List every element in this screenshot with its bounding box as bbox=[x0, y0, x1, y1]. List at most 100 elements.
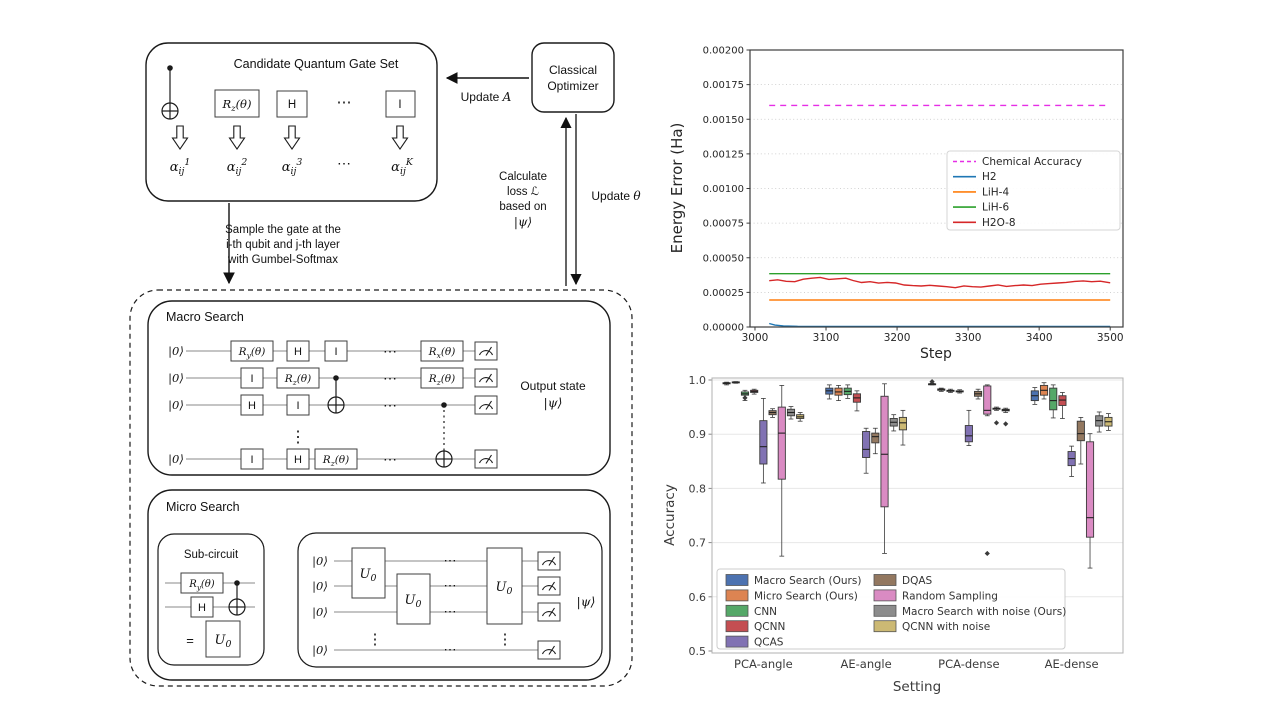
legend-label: Random Sampling bbox=[902, 590, 998, 602]
u0-label: U0 bbox=[496, 580, 513, 597]
legend-label: Chemical Accuracy bbox=[982, 156, 1082, 168]
legend-label: H2O-8 bbox=[982, 217, 1016, 229]
micro-psi-label: |ψ⟩ bbox=[577, 594, 596, 609]
measure-gate-icon bbox=[474, 395, 498, 415]
cnot-target-icon bbox=[435, 450, 453, 468]
sub-circuit-box bbox=[157, 533, 265, 666]
measure-gate-icon bbox=[474, 341, 498, 361]
legend-label: LiH-4 bbox=[982, 186, 1009, 198]
macro-search-title: Macro Search bbox=[166, 310, 244, 324]
box-QCAS bbox=[759, 420, 768, 465]
y-tick-label: 0.00175 bbox=[703, 80, 744, 91]
y-axis-label: Accuracy bbox=[662, 484, 678, 546]
micro-circuit-box bbox=[297, 532, 603, 668]
update-A-label: Update A bbox=[461, 90, 512, 104]
box-Random Sampling bbox=[983, 385, 992, 415]
y-tick-label: 0.00200 bbox=[703, 46, 744, 57]
gate-label: Rz(θ) bbox=[428, 373, 455, 387]
y-tick-label: 0.7 bbox=[689, 537, 707, 550]
gate-box bbox=[286, 394, 310, 416]
gate-box bbox=[240, 367, 264, 389]
box-DQAS bbox=[1076, 420, 1085, 442]
equals-sign: = bbox=[186, 633, 194, 648]
macro-circuit: |0⟩ |0⟩ |0⟩ |0⟩ Ry(θ) H I ⋯ Rx(θ) I Rz(θ… bbox=[168, 340, 498, 470]
wire-ellipsis: ⋯ bbox=[444, 553, 457, 568]
legend-label: Macro Search (Ours) bbox=[754, 575, 861, 587]
y-axis-label: Energy Error (Ha) bbox=[668, 123, 686, 254]
vertical-dots: ⋮ bbox=[368, 631, 383, 648]
y-tick-label: 0.8 bbox=[689, 482, 707, 495]
measure-gate-icon bbox=[537, 551, 561, 571]
legend-label: QCAS bbox=[754, 637, 784, 649]
gate-label: I bbox=[296, 400, 299, 412]
gate-label: H bbox=[294, 346, 302, 358]
ket0-label: |0⟩ bbox=[168, 398, 184, 413]
gate-box bbox=[286, 340, 310, 362]
legend-label: DQAS bbox=[902, 575, 933, 587]
sample-label-1: Sample the gate at the bbox=[225, 224, 341, 236]
search-container-box bbox=[129, 289, 633, 687]
x-tick-label: 3000 bbox=[742, 332, 769, 344]
measure-gate-icon bbox=[537, 640, 561, 660]
accuracy-boxplot: 0.5 0.6 0.7 0.8 0.9 1.0 PCA-angle AE-angle PCA-d… bbox=[662, 374, 1124, 695]
y-tick-label: 0.5 bbox=[689, 645, 707, 658]
gate-label: I bbox=[250, 454, 253, 466]
legend-swatch-QCNN bbox=[725, 620, 749, 633]
legend-swatch-Macro Search (Ours) bbox=[725, 574, 749, 586]
x-tick-label: 3500 bbox=[1097, 332, 1124, 344]
gate-label: Rz(θ) bbox=[284, 373, 311, 387]
y-tick-label: 0.00025 bbox=[703, 288, 744, 299]
cnot-target-icon bbox=[228, 598, 246, 616]
measure-gate-icon bbox=[474, 368, 498, 388]
y-tick-label: 0.00050 bbox=[703, 253, 744, 264]
wire-ellipsis: ⋯ bbox=[383, 343, 397, 359]
gate-label: Rz(θ) bbox=[322, 454, 349, 468]
cnot-gate-icon bbox=[161, 65, 179, 120]
gate-label: Rx(θ) bbox=[428, 346, 456, 360]
wire-ellipsis: ⋯ bbox=[383, 397, 397, 413]
gate-h-label: H bbox=[288, 99, 296, 111]
box-Random Sampling bbox=[880, 395, 889, 508]
gate-set-title: Candidate Quantum Gate Set bbox=[234, 57, 399, 71]
x-tick-label: AE-angle bbox=[841, 657, 892, 671]
gate-label: I bbox=[334, 346, 337, 358]
x-tick-label: PCA-dense bbox=[938, 657, 999, 671]
box-QCAS bbox=[964, 425, 973, 443]
alpha-1-label: αij1 bbox=[170, 157, 191, 177]
gate-box-h bbox=[276, 90, 308, 118]
optimizer-label-1: Classical bbox=[549, 63, 597, 77]
ket0-label: |0⟩ bbox=[168, 371, 184, 386]
alpha-ellipsis: ⋯ bbox=[337, 155, 351, 171]
ket0-label: |0⟩ bbox=[312, 643, 328, 658]
measure-gate-icon bbox=[537, 576, 561, 596]
box-DQAS bbox=[871, 432, 880, 444]
u0-block bbox=[351, 547, 386, 599]
y-tick-label: 0.00150 bbox=[703, 115, 744, 126]
legend-swatch-Random Sampling bbox=[873, 589, 897, 602]
wire-ellipsis: ⋯ bbox=[444, 578, 457, 593]
cnot-target-icon bbox=[327, 396, 345, 414]
u0-label: U0 bbox=[360, 567, 377, 584]
ket0-label: |0⟩ bbox=[312, 554, 328, 569]
y-tick-label: 0.6 bbox=[689, 591, 707, 604]
calc-loss-line-2: loss ℒ bbox=[507, 186, 540, 198]
x-tick-label: 3200 bbox=[884, 332, 911, 344]
u0-label: U0 bbox=[215, 633, 232, 650]
legend-swatch-QCAS bbox=[725, 635, 749, 648]
gate-label: Ry(θ) bbox=[188, 579, 215, 592]
y-tick-label: 0.00100 bbox=[703, 184, 744, 195]
box-Random Sampling bbox=[777, 406, 786, 480]
gate-ellipsis: ⋯ bbox=[337, 94, 352, 111]
legend-label: Micro Search (Ours) bbox=[754, 590, 858, 602]
plot-border bbox=[711, 377, 1124, 654]
box-QCAS bbox=[862, 431, 871, 458]
gate-box-i bbox=[385, 90, 416, 118]
legend-label: H2 bbox=[982, 171, 997, 183]
legend-label: QCNN bbox=[754, 621, 785, 633]
calc-loss-line-1: Calculate bbox=[499, 171, 547, 183]
classical-optimizer-box bbox=[531, 42, 615, 113]
alpha-3-label: αij3 bbox=[282, 157, 303, 177]
gate-box bbox=[324, 340, 348, 362]
gate-box bbox=[180, 572, 224, 594]
cnot-target-icon bbox=[161, 102, 179, 120]
